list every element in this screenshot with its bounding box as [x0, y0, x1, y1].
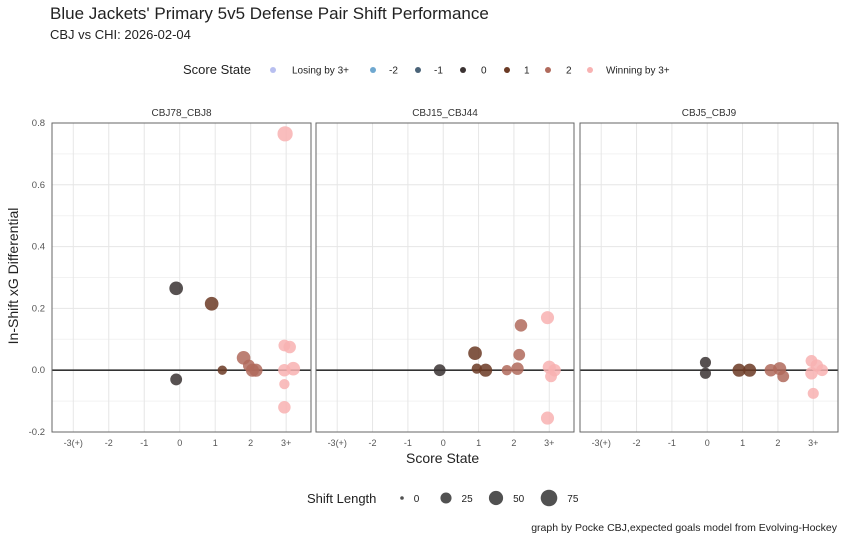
data-point [283, 340, 296, 354]
y-tick-label: 0.8 [32, 118, 45, 129]
data-point [277, 126, 293, 142]
data-point [732, 363, 746, 377]
legend-label: 1 [524, 66, 530, 77]
data-point [249, 363, 263, 377]
legend-key [587, 67, 593, 73]
x-tick-label: -1 [668, 438, 676, 448]
data-point [805, 367, 818, 380]
legend-label: 2 [566, 66, 572, 77]
x-tick-label: 0 [177, 438, 182, 448]
color-legend: Score State Losing by 3+ -2 -1 0 1 2 Winning by… [183, 62, 670, 77]
data-point [170, 373, 183, 386]
data-point [514, 319, 528, 332]
x-tick-label: -3(+) [592, 438, 611, 448]
size-legend-label: 50 [513, 494, 525, 505]
data-point [699, 367, 712, 379]
panel-CBJ5_CBJ9: CBJ5_CBJ9 -3(+) -2 -1 0 1 2 3+ [579, 108, 839, 448]
x-tick-label: 3+ [544, 438, 554, 448]
data-point [433, 364, 446, 377]
data-point [468, 346, 482, 361]
y-tick-label: 0.2 [32, 303, 45, 314]
legend-label: -2 [389, 66, 398, 77]
y-tick-label: 0.4 [32, 242, 45, 253]
size-legend-title: Shift Length [307, 491, 376, 506]
x-tick-label: 2 [248, 438, 253, 448]
data-point [286, 361, 301, 376]
size-legend-label: 0 [414, 494, 420, 505]
legend-label: -1 [434, 66, 443, 77]
legend-title: Score State [183, 62, 251, 77]
panel-strip-label: CBJ15_CBJ44 [412, 108, 478, 119]
size-legend-key [488, 490, 504, 506]
panel-strip-label: CBJ5_CBJ9 [682, 108, 737, 119]
x-tick-label: -2 [633, 438, 641, 448]
legend-key [415, 67, 421, 73]
data-point [540, 411, 555, 425]
data-point [743, 363, 757, 377]
data-point [278, 401, 291, 414]
size-legend: Shift Length 0 25 50 75 [307, 489, 579, 507]
size-legend-key [540, 489, 558, 507]
panel-CBJ78_CBJ8: CBJ78_CBJ8 -3(+) -2 -1 0 1 2 3+ [51, 108, 312, 448]
panel-border [51, 122, 312, 433]
data-point [513, 348, 526, 361]
x-tick-label: 0 [705, 438, 710, 448]
chart-title: Blue Jackets' Primary 5v5 Defense Pair S… [50, 4, 489, 23]
legend-key [460, 67, 466, 73]
data-point [545, 370, 557, 383]
legend-label: Winning by 3+ [606, 66, 670, 77]
legend-label: 0 [481, 66, 487, 77]
x-axis-label: Score State [406, 450, 480, 466]
panel-border [579, 122, 839, 433]
chart-subtitle: CBJ vs CHI: 2026-02-04 [50, 27, 191, 42]
data-point [479, 363, 493, 377]
x-tick-label: -1 [404, 438, 412, 448]
panel-CBJ15_CBJ44: CBJ15_CBJ44 -3(+) -2 -1 0 1 2 3+ [315, 108, 575, 448]
data-point [511, 362, 524, 375]
data-point [777, 370, 790, 383]
x-tick-label: 0 [441, 438, 446, 448]
y-tick-label: 0.0 [32, 365, 45, 376]
data-point [204, 296, 219, 311]
size-legend-key [400, 496, 404, 500]
legend-key [370, 67, 376, 73]
x-tick-label: -3(+) [328, 438, 347, 448]
legend-key [270, 67, 276, 73]
data-point [217, 365, 228, 375]
x-tick-label: 2 [511, 438, 516, 448]
x-tick-label: -2 [369, 438, 377, 448]
legend-key [545, 67, 551, 73]
legend-label: Losing by 3+ [292, 66, 349, 77]
y-tick-label: -0.2 [29, 427, 45, 438]
data-point [540, 311, 555, 325]
data-point [807, 387, 819, 399]
x-tick-label: 1 [476, 438, 481, 448]
size-legend-label: 75 [567, 494, 579, 505]
legend-key [504, 67, 510, 73]
x-tick-label: 1 [213, 438, 218, 448]
data-point [501, 365, 513, 376]
panel-strip-label: CBJ78_CBJ8 [151, 108, 211, 119]
x-tick-label: -3(+) [64, 438, 83, 448]
x-tick-label: 1 [740, 438, 745, 448]
x-tick-label: -2 [105, 438, 113, 448]
x-tick-label: -1 [140, 438, 148, 448]
x-tick-label: 3+ [281, 438, 291, 448]
data-point [816, 364, 829, 377]
y-tick-label: 0.6 [32, 180, 45, 191]
size-legend-label: 25 [462, 494, 474, 505]
x-tick-label: 2 [775, 438, 780, 448]
data-point [169, 281, 184, 296]
panel-border [315, 122, 575, 433]
x-tick-label: 3+ [808, 438, 818, 448]
caption: graph by Pocke CBJ,expected goals model … [531, 522, 837, 534]
data-point [699, 356, 712, 369]
data-point [279, 378, 290, 390]
size-legend-key [440, 492, 452, 504]
